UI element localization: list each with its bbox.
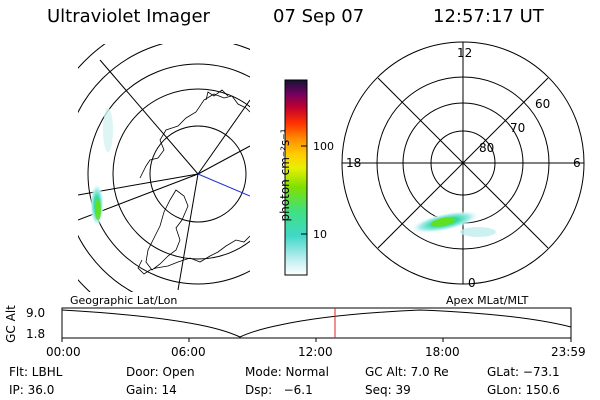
sun-direction-line — [197, 173, 250, 197]
coastline — [137, 89, 250, 275]
status-ip: IP: 36.0 — [9, 383, 55, 397]
colorbar-unit-label: photon cm⁻²s⁻¹ — [278, 128, 292, 222]
mlt-label-0: 0 — [468, 276, 476, 290]
latitude-circles — [78, 44, 250, 292]
apex-panel-label: Apex MLat/MLT — [446, 294, 529, 307]
colorbar-tick-100: 100 — [313, 140, 334, 153]
altitude-ytick-min: 1.8 — [26, 327, 46, 341]
geographic-map-panel — [78, 44, 250, 292]
altitude-curve — [61, 309, 572, 338]
date-label: 07 Sep 07 — [273, 6, 365, 27]
geographic-panel-label: Geographic Lat/Lon — [70, 294, 178, 307]
status-filter: Flt: LBHL — [9, 365, 63, 379]
time-tick-1800: 18:00 — [425, 345, 460, 359]
status-door: Door: Open — [126, 365, 195, 379]
mlt-label-6: 6 — [573, 156, 581, 170]
status-gain: Gain: 14 — [126, 383, 177, 397]
colorbar-tick-10: 10 — [313, 228, 327, 241]
status-seq: Seq: 39 — [365, 383, 411, 397]
time-tick-1200: 12:00 — [298, 345, 333, 359]
altitude-ytick-max: 9.0 — [26, 306, 46, 320]
status-mode: Mode: Normal — [245, 365, 329, 379]
instrument-title: Ultraviolet Imager — [47, 6, 210, 27]
time-tick-2359: 23:59 — [551, 345, 586, 359]
time-tick-0600: 06:00 — [171, 345, 206, 359]
status-dsp: Dsp: −6.1 — [245, 383, 313, 397]
altitude-ylabel: GC Alt — [3, 305, 18, 343]
status-glon: GLon: 150.6 — [487, 383, 560, 397]
altitude-plot — [61, 307, 572, 342]
time-label: 12:57:17 UT — [433, 6, 544, 27]
mlat-label-70: 70 — [510, 121, 526, 135]
colorbar — [284, 79, 308, 276]
polar-mlt-panel — [341, 41, 585, 285]
mlat-label-80: 80 — [479, 141, 495, 155]
longitude-lines — [78, 59, 250, 291]
mlat-label-60: 60 — [535, 97, 551, 111]
status-glat: GLat: −73.1 — [487, 365, 560, 379]
time-tick-0000: 00:00 — [46, 345, 81, 359]
mlt-label-18: 18 — [346, 156, 362, 170]
mlt-label-12: 12 — [457, 46, 473, 60]
status-gc-alt: GC Alt: 7.0 Re — [365, 365, 449, 379]
